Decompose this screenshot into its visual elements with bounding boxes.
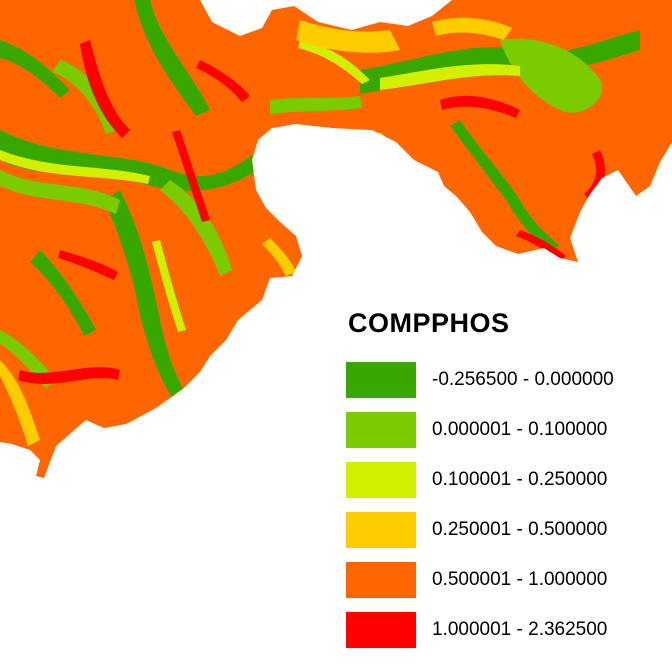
legend-label: 0.250001 - 0.500000	[432, 519, 608, 540]
legend-item: 0.100001 - 0.250000	[346, 455, 666, 505]
legend-label: 0.100001 - 0.250000	[432, 469, 608, 490]
legend-swatch	[346, 612, 416, 648]
legend-item: 0.250001 - 0.500000	[346, 505, 666, 555]
legend-swatch	[346, 462, 416, 498]
legend-swatch	[346, 412, 416, 448]
legend-label: 1.000001 - 2.362500	[432, 619, 608, 640]
legend-item: 1.000001 - 2.362500	[346, 605, 666, 655]
legend-swatch	[346, 362, 416, 398]
legend-item: 0.000001 - 0.100000	[346, 405, 666, 455]
legend-rows: -0.256500 - 0.000000 0.000001 - 0.100000 0…	[346, 355, 666, 655]
legend-item: -0.256500 - 0.000000	[346, 355, 666, 405]
legend-label: 0.000001 - 0.100000	[432, 419, 608, 440]
legend-label: 0.500001 - 1.000000	[432, 569, 608, 590]
map-legend: COMPPHOS -0.256500 - 0.000000 0.000001 - …	[346, 308, 666, 655]
legend-item: 0.500001 - 1.000000	[346, 555, 666, 605]
legend-swatch	[346, 512, 416, 548]
legend-label: -0.256500 - 0.000000	[432, 369, 614, 390]
legend-title: COMPPHOS	[348, 308, 510, 338]
legend-swatch	[346, 562, 416, 598]
